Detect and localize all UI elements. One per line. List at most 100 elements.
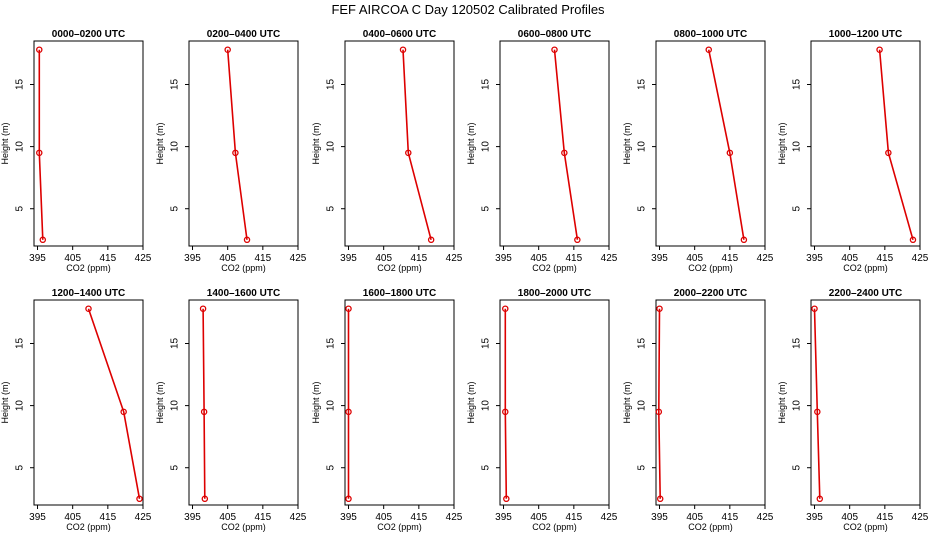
data-point <box>726 149 734 157</box>
co2-profile-line <box>813 308 821 499</box>
y-tick-label: 10 <box>326 400 337 412</box>
y-tick-label: 15 <box>792 337 803 349</box>
panel-title: 0400–0600 UTC <box>363 29 436 40</box>
data-point <box>243 236 251 244</box>
panel-grid: 0000–0200 UTC 395 405 415 425 CO2 (ppm) 5 10 15 H… <box>0 29 929 532</box>
plot-frame <box>810 299 921 506</box>
data-point <box>811 305 818 312</box>
y-tick-label: 10 <box>15 400 26 412</box>
y-axis-label: Height (m) <box>466 381 476 423</box>
x-axis-label: CO2 (ppm) <box>688 522 733 532</box>
x-tick-label: 405 <box>841 253 858 264</box>
panel-title: 1000–1200 UTC <box>829 29 902 40</box>
co2-profile-line <box>553 49 579 240</box>
x-axis-label: CO2 (ppm) <box>377 522 422 532</box>
profile-panel-9: 1600–1800 UTC 395 405 415 425 CO2 (ppm) 5 10 15 H… <box>311 288 463 532</box>
data-point <box>551 46 558 53</box>
y-tick-label: 5 <box>15 206 26 212</box>
plot-frame <box>344 299 455 506</box>
data-point <box>232 149 239 157</box>
x-tick-label: 415 <box>565 512 582 523</box>
profile-panel-12: 2200–2400 UTC 395 405 415 425 CO2 (ppm) 5 10 15 H… <box>777 288 929 532</box>
y-tick-label: 10 <box>326 141 337 153</box>
profile-panel-3: 0400–0600 UTC 395 405 415 425 CO2 (ppm) 5 10 15 H… <box>311 29 463 273</box>
y-tick-label: 5 <box>326 465 337 471</box>
x-tick-label: 395 <box>495 253 512 264</box>
x-axis-label: CO2 (ppm) <box>532 263 577 273</box>
x-tick-label: 405 <box>530 512 547 523</box>
x-axis-label: CO2 (ppm) <box>843 522 888 532</box>
x-axis-label: CO2 (ppm) <box>688 263 733 273</box>
data-point <box>199 305 207 312</box>
data-point <box>36 149 43 157</box>
plot-frame <box>810 40 921 247</box>
x-tick-label: 405 <box>841 512 858 523</box>
co2-profile-line <box>657 308 661 499</box>
x-tick-label: 415 <box>721 512 738 523</box>
x-tick-label: 425 <box>757 253 774 264</box>
data-point <box>503 495 510 503</box>
panel-title: 0600–0800 UTC <box>518 29 591 40</box>
y-axis-label: Height (m) <box>0 381 10 423</box>
y-axis-label: Height (m) <box>466 122 476 164</box>
x-tick-label: 415 <box>254 512 271 523</box>
y-tick-label: 5 <box>481 206 492 212</box>
x-tick-label: 425 <box>135 253 152 264</box>
y-axis-label: Height (m) <box>622 122 632 164</box>
data-point <box>885 149 892 157</box>
profile-panel-7: 1200–1400 UTC 395 405 415 425 CO2 (ppm) 5 10 15 H… <box>0 288 152 532</box>
plot-frame <box>188 299 299 506</box>
profile-panel-8: 1400–1600 UTC 395 405 415 425 CO2 (ppm) 5 10 15 H… <box>155 288 307 532</box>
panel-title: 1800–2000 UTC <box>518 288 591 299</box>
co2-profile-line <box>504 308 508 499</box>
data-point <box>345 408 352 416</box>
co2-profile-line <box>38 49 44 240</box>
data-point <box>656 495 664 503</box>
x-tick-label: 405 <box>64 253 81 264</box>
y-tick-label: 10 <box>637 400 648 412</box>
co2-profile-line <box>878 49 914 241</box>
x-tick-label: 425 <box>601 512 618 523</box>
figure-title: FEF AIRCOA C Day 120502 Calibrated Profi… <box>331 2 605 17</box>
x-tick-label: 415 <box>876 253 893 264</box>
x-tick-label: 405 <box>64 512 81 523</box>
x-tick-label: 425 <box>290 253 307 264</box>
y-tick-label: 15 <box>481 337 492 349</box>
data-point <box>136 495 143 503</box>
plot-frame <box>499 40 610 247</box>
data-point <box>85 305 92 312</box>
panel-title: 1400–1600 UTC <box>207 288 280 299</box>
x-axis-label: CO2 (ppm) <box>377 263 422 273</box>
panel-title: 0800–1000 UTC <box>674 29 747 40</box>
x-tick-label: 425 <box>912 512 929 523</box>
x-tick-label: 425 <box>912 253 929 264</box>
y-tick-label: 15 <box>637 337 648 349</box>
co2-profile-line <box>202 308 206 499</box>
y-tick-label: 10 <box>792 400 803 412</box>
x-tick-label: 405 <box>219 253 236 264</box>
x-tick-label: 395 <box>651 512 668 523</box>
y-tick-label: 15 <box>481 78 492 90</box>
y-axis-label: Height (m) <box>155 122 165 164</box>
profile-panel-4: 0600–0800 UTC 395 405 415 425 CO2 (ppm) 5 10 15 H… <box>466 29 618 273</box>
data-point <box>655 408 663 416</box>
x-tick-label: 415 <box>99 253 116 264</box>
y-tick-label: 5 <box>792 206 803 212</box>
y-tick-label: 5 <box>170 206 181 212</box>
y-tick-label: 10 <box>170 400 181 412</box>
y-tick-label: 15 <box>326 78 337 90</box>
x-tick-label: 415 <box>99 512 116 523</box>
x-tick-label: 405 <box>375 253 392 264</box>
y-tick-label: 15 <box>15 78 26 90</box>
profile-panel-6: 1000–1200 UTC 395 405 415 425 CO2 (ppm) 5 10 15 H… <box>777 29 929 273</box>
y-tick-label: 10 <box>792 141 803 153</box>
data-point <box>816 495 824 503</box>
x-tick-label: 395 <box>29 512 46 523</box>
x-tick-label: 405 <box>375 512 392 523</box>
x-axis-label: CO2 (ppm) <box>221 263 266 273</box>
x-tick-label: 395 <box>29 253 46 264</box>
profile-panel-11: 2000–2200 UTC 395 405 415 425 CO2 (ppm) 5 10 15 H… <box>622 288 774 532</box>
data-point <box>405 149 412 157</box>
data-point <box>502 305 509 312</box>
